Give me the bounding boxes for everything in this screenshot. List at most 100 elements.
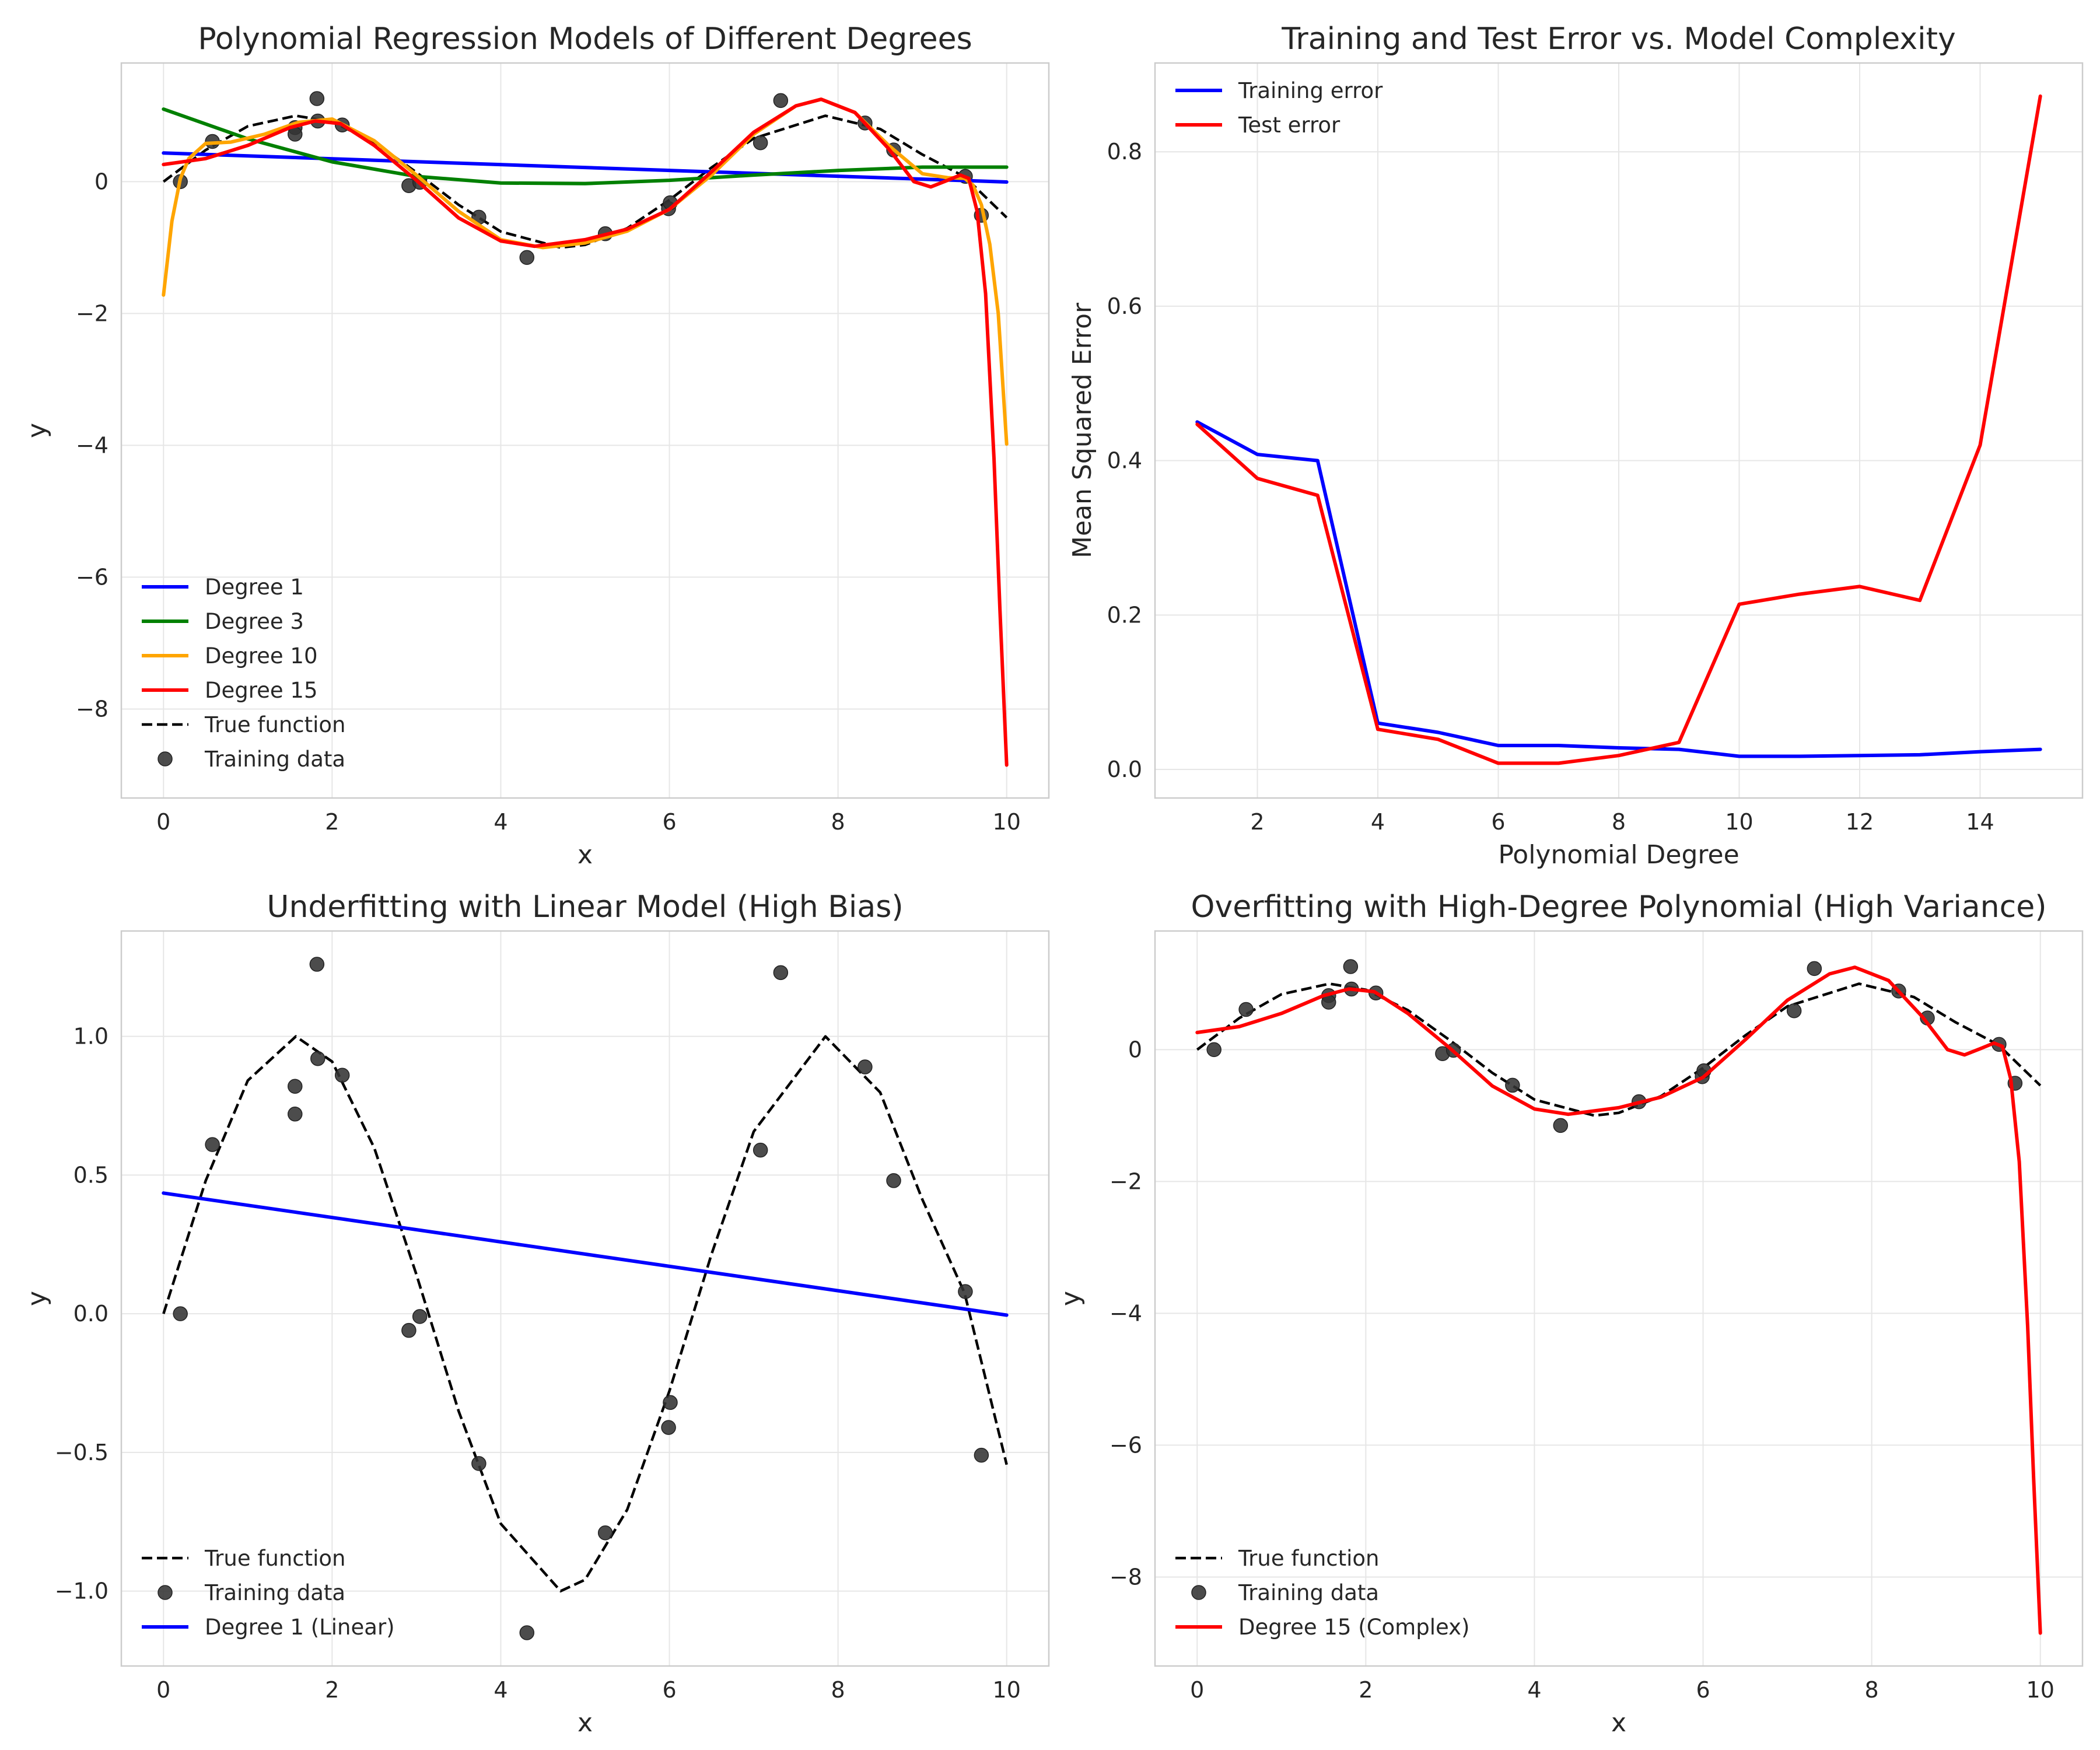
legend-label: Training data (204, 1580, 345, 1605)
training-point (1505, 1077, 1520, 1093)
y-tick-label: −2 (1110, 1168, 1142, 1194)
legend-label: Degree 3 (205, 609, 304, 634)
y-tick-label: −0.5 (55, 1440, 108, 1465)
legend-label: True function (204, 712, 346, 737)
legend-label: Training data (1238, 1580, 1379, 1605)
axes-frame (120, 930, 1050, 1667)
y-tick-label: 0.2 (1107, 602, 1142, 628)
x-tick-label: 6 (1696, 1677, 1710, 1703)
training-point (309, 957, 325, 972)
training-point (519, 1625, 535, 1640)
training-point (310, 1051, 326, 1066)
series-line-true_function (162, 1035, 1008, 1592)
x-tick-label: 2 (325, 1677, 339, 1703)
training-point (401, 1322, 416, 1338)
y-tick-label: 0.6 (1107, 293, 1142, 319)
plot-area (162, 957, 1009, 1640)
x-tick-label: 8 (831, 809, 845, 835)
series-line-deg15 (1195, 965, 2042, 1635)
training-point (412, 1309, 428, 1324)
x-tick-label: 4 (1527, 1677, 1541, 1703)
x-tick-label: 8 (831, 1677, 845, 1703)
x-tick-label: 14 (1966, 809, 1994, 835)
training-point (1807, 961, 1822, 977)
training-point (205, 1137, 220, 1152)
y-tick-label: 0.5 (74, 1162, 108, 1188)
plot-area (1195, 94, 2042, 765)
training-point (1206, 1042, 1222, 1058)
y-axis-label: y (1056, 1291, 1086, 1306)
y-tick-label: 0 (94, 169, 108, 194)
axes-frame (120, 62, 1050, 799)
x-tick-label: 2 (1359, 1677, 1373, 1703)
training-point (288, 1079, 303, 1094)
y-axis-label: y (22, 1291, 52, 1306)
training-point (886, 1173, 901, 1188)
x-tick-label: 4 (494, 809, 508, 835)
y-axis-label: y (22, 423, 52, 438)
y-tick-label: 0.0 (74, 1301, 108, 1326)
training-point (1553, 1118, 1569, 1133)
x-tick-label: 2 (325, 809, 339, 835)
x-tick-label: 4 (1371, 809, 1385, 835)
y-tick-label: 1.0 (74, 1024, 108, 1049)
legend-marker (158, 751, 173, 766)
legend: True function Training data Degree 15 (Com… (1175, 1546, 1469, 1640)
training-point (1238, 1002, 1254, 1017)
x-tick-label: 0 (156, 809, 170, 835)
x-tick-label: 6 (662, 809, 676, 835)
x-tick-label: 0 (156, 1677, 170, 1703)
x-tick-label: 8 (1865, 1677, 1879, 1703)
plot-area (1195, 959, 2042, 1635)
legend-label: Test error (1238, 113, 1340, 138)
x-tick-label: 8 (1612, 809, 1626, 835)
y-tick-label: −6 (76, 564, 108, 590)
y-tick-label: −8 (76, 696, 108, 722)
training-point (752, 1142, 768, 1158)
training-point (1343, 959, 1359, 974)
x-tick-label: 12 (1846, 809, 1874, 835)
series-line-deg15 (162, 97, 1009, 767)
chart-title: Polynomial Regression Models of Differen… (198, 22, 972, 57)
x-tick-label: 10 (1725, 809, 1753, 835)
series-line-deg1 (162, 151, 1009, 184)
subplot-p1: 0 2 4 6 8 10 −8 −6 −4 −2 0 Polynomial Regression Mo… (22, 22, 1050, 870)
training-point (958, 1284, 973, 1299)
training-point (288, 1107, 303, 1122)
y-tick-label: 0.8 (1107, 139, 1142, 164)
x-tick-label: 0 (1190, 1677, 1204, 1703)
legend-label: Degree 15 (Complex) (1238, 1615, 1469, 1640)
y-axis-label: Mean Squared Error (1068, 302, 1097, 558)
axes-frame (1154, 930, 2084, 1667)
x-axis-label: x (578, 1708, 593, 1738)
x-tick-label: 4 (494, 1677, 508, 1703)
series-line-training-error (1195, 420, 2042, 758)
legend-label: Degree 1 (Linear) (205, 1615, 395, 1640)
y-tick-label: −4 (1110, 1300, 1142, 1326)
legend: True function Training data Degree 1 (Line… (142, 1546, 395, 1640)
training-point (519, 250, 535, 265)
series-line-deg1 (162, 1191, 1009, 1317)
training-point (309, 91, 325, 106)
y-tick-label: 0.0 (1107, 757, 1142, 782)
plot-area (162, 91, 1009, 767)
x-axis-label: x (578, 840, 593, 870)
training-point (597, 1525, 613, 1541)
legend-marker (1191, 1585, 1206, 1600)
y-tick-label: −4 (76, 432, 108, 458)
legend: Training error Test error (1175, 78, 1383, 138)
x-tick-label: 2 (1250, 809, 1264, 835)
legend-marker (158, 1585, 173, 1600)
training-point (974, 1447, 989, 1463)
chart-title: Overfitting with High-Degree Polynomial … (1191, 890, 2047, 925)
training-point (663, 1395, 678, 1410)
x-axis-label: x (1611, 1708, 1626, 1738)
subplot-p2: 2 4 6 8 10 12 14 0.0 0.2 0.4 0.6 0.8 Training and Te… (1068, 22, 2084, 870)
legend-label: Degree 15 (205, 678, 318, 703)
legend: Degree 1 Degree 3 Degree 10 Degree 15 True f… (142, 575, 346, 772)
y-tick-label: 0.4 (1107, 448, 1142, 474)
y-tick-label: −8 (1110, 1564, 1142, 1590)
training-point (334, 1068, 350, 1083)
subplot-p4: 0 2 4 6 8 10 −8 −6 −4 −2 0 Overfitting with High-De… (1056, 890, 2084, 1738)
y-tick-label: 0 (1128, 1037, 1142, 1062)
